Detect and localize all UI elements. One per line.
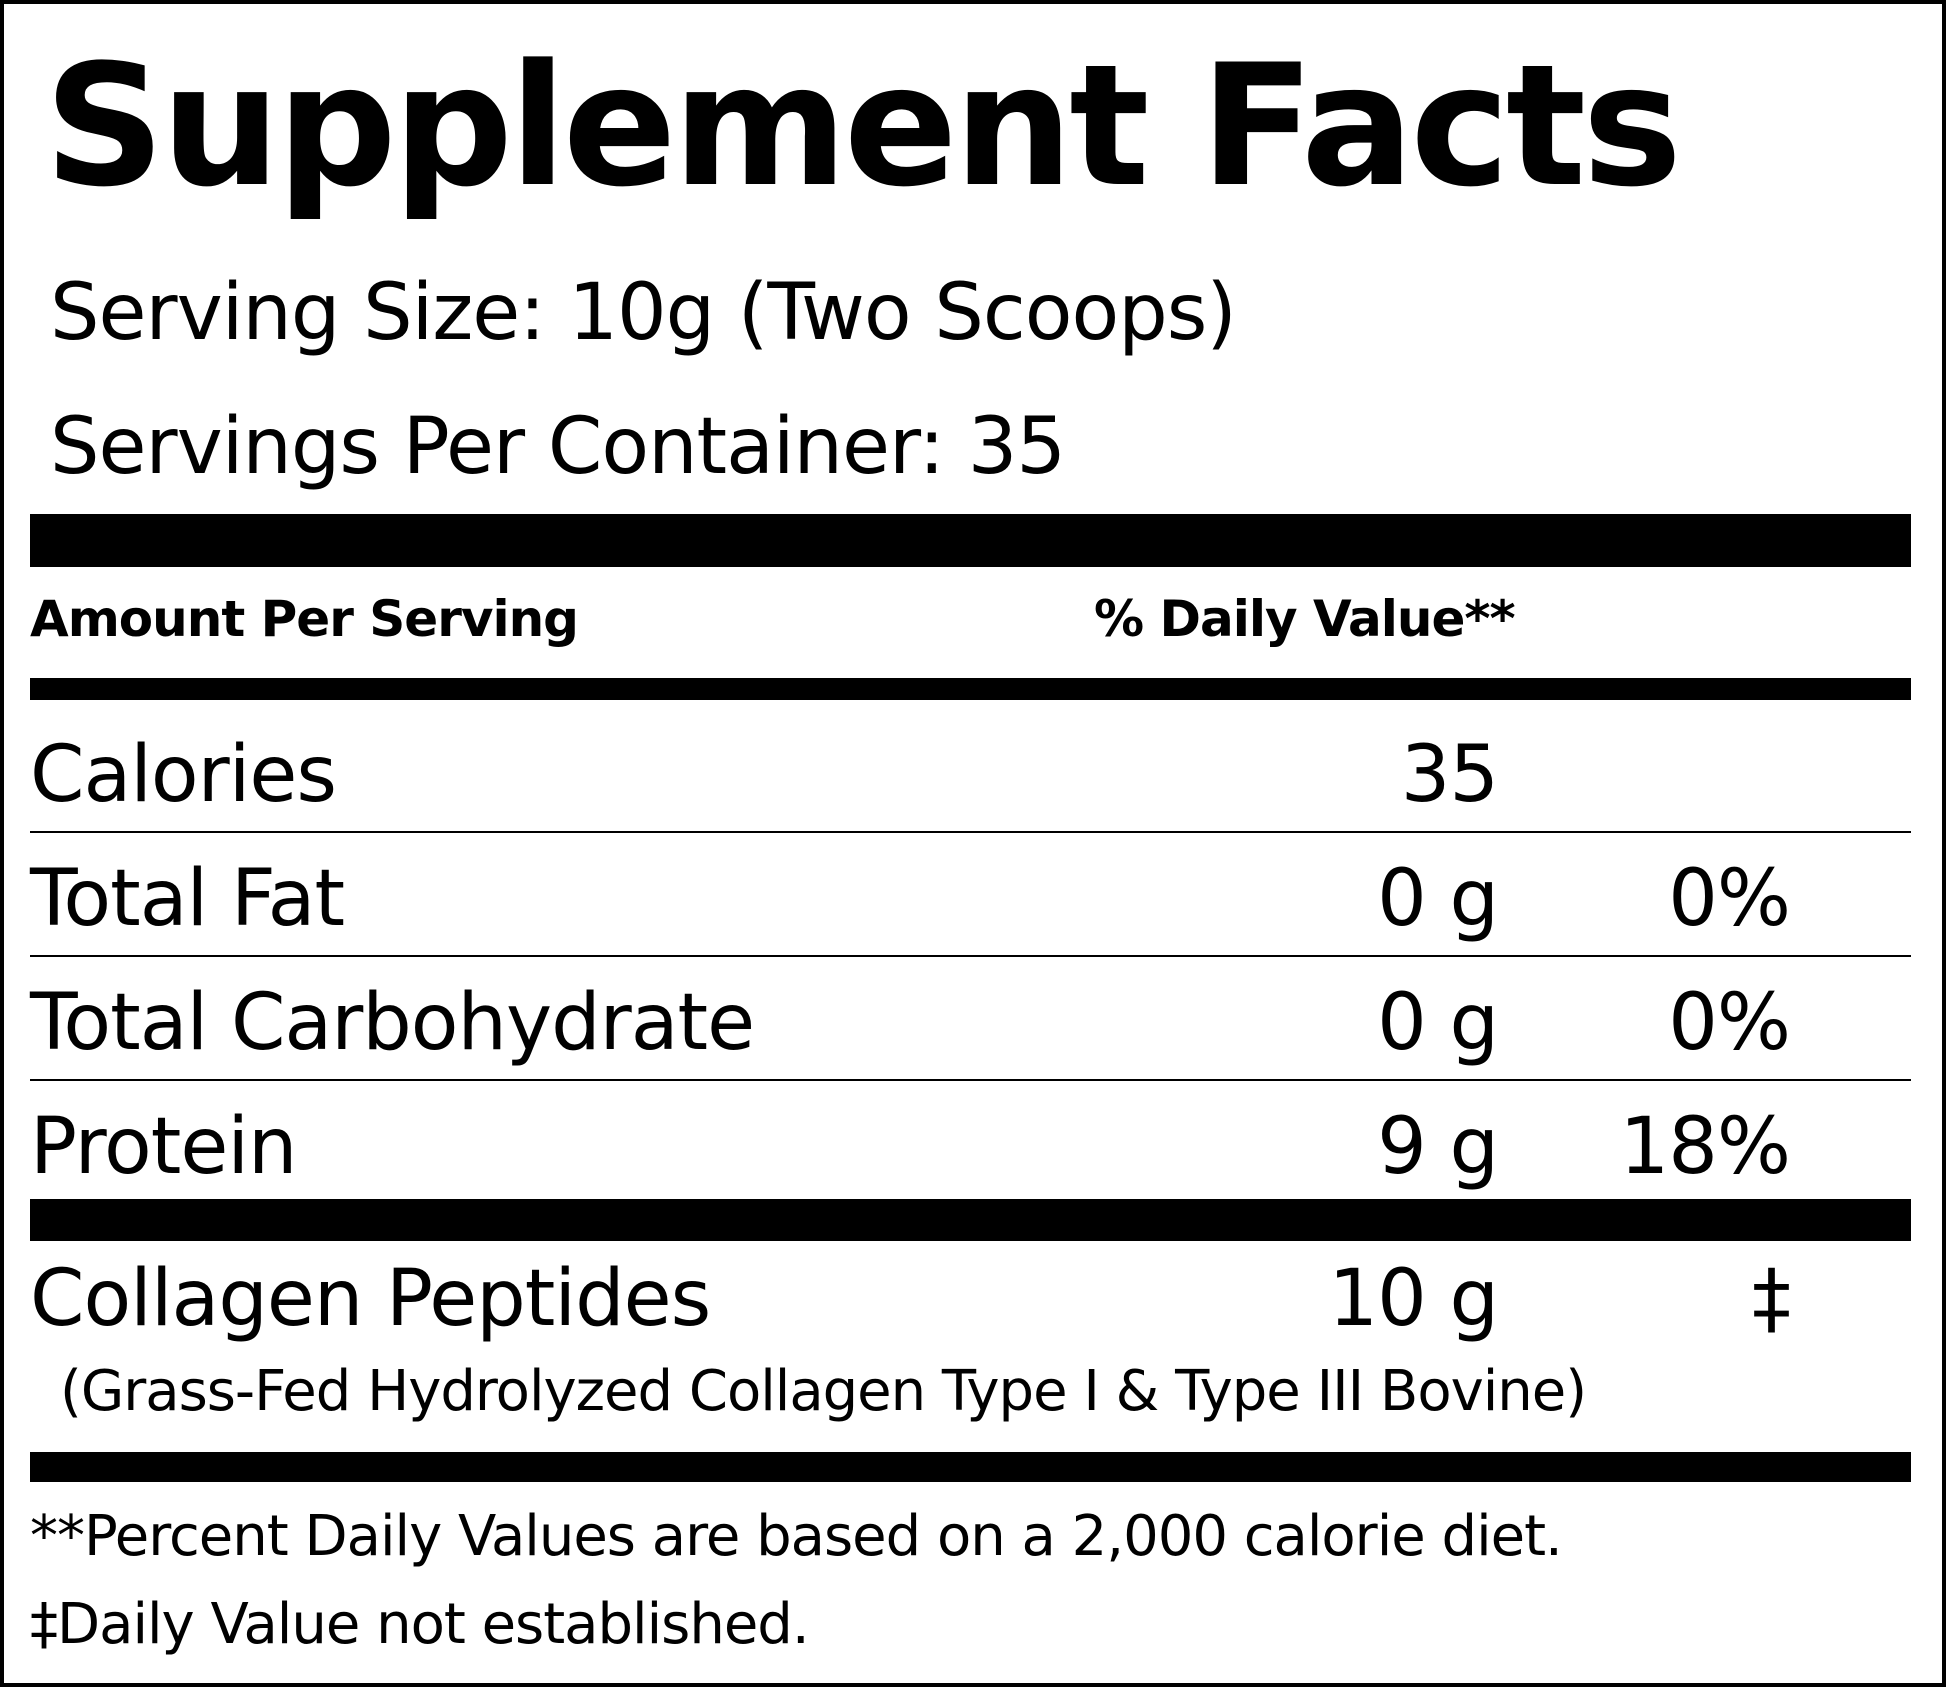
nutrient-dv-total-fat: 0% <box>1668 854 1791 944</box>
nutrient-amount-total-carbohydrate: 0 g <box>1377 978 1499 1068</box>
panel-title: Supplement Facts <box>44 28 1682 224</box>
amount-per-serving-header: Amount Per Serving <box>30 590 579 648</box>
ingredient-dv-collagen-peptides: ‡ <box>1752 1254 1791 1344</box>
row-divider <box>30 955 1911 957</box>
nutrient-name-protein: Protein <box>30 1102 297 1192</box>
row-divider <box>30 1079 1911 1081</box>
nutrient-name-calories: Calories <box>30 730 337 820</box>
thick-divider <box>30 1199 1911 1241</box>
footnote-daily-values: **Percent Daily Values are based on a 2,… <box>30 1504 1563 1569</box>
serving-size: Serving Size: 10g (Two Scoops) <box>50 268 1237 358</box>
nutrient-amount-total-fat: 0 g <box>1377 854 1499 944</box>
thick-divider <box>30 1452 1911 1482</box>
ingredient-name-collagen-peptides: Collagen Peptides <box>30 1254 711 1344</box>
thick-divider <box>30 514 1911 567</box>
servings-per-container: Servings Per Container: 35 <box>50 402 1066 492</box>
nutrient-dv-total-carbohydrate: 0% <box>1668 978 1791 1068</box>
medium-divider <box>30 678 1911 700</box>
nutrient-name-total-carbohydrate: Total Carbohydrate <box>30 978 755 1068</box>
ingredient-amount-collagen-peptides: 10 g <box>1328 1254 1499 1344</box>
nutrient-amount-protein: 9 g <box>1377 1102 1499 1192</box>
footnote-not-established: ‡Daily Value not established. <box>30 1592 810 1657</box>
nutrient-dv-protein: 18% <box>1619 1102 1791 1192</box>
nutrient-name-total-fat: Total Fat <box>30 854 345 944</box>
daily-value-header: % Daily Value** <box>1094 590 1516 648</box>
ingredient-description: (Grass-Fed Hydrolyzed Collagen Type I & … <box>60 1359 1587 1424</box>
nutrient-amount-calories: 35 <box>1400 730 1499 820</box>
row-divider <box>30 831 1911 833</box>
